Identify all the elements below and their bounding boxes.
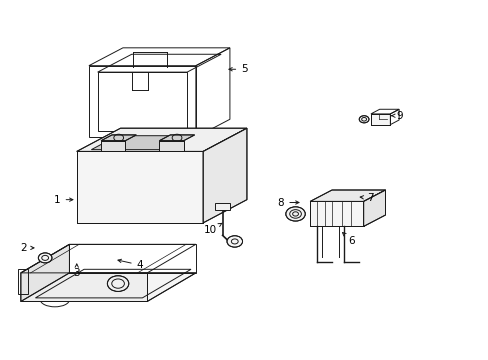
Polygon shape <box>21 273 196 301</box>
Polygon shape <box>309 202 363 226</box>
Polygon shape <box>21 244 69 301</box>
Text: 4: 4 <box>118 259 143 270</box>
Text: 10: 10 <box>203 223 222 235</box>
Circle shape <box>285 207 305 221</box>
Text: 7: 7 <box>360 193 373 203</box>
Polygon shape <box>309 190 385 202</box>
Text: 2: 2 <box>20 243 34 253</box>
Text: 6: 6 <box>342 233 354 246</box>
Text: 9: 9 <box>390 111 403 121</box>
Circle shape <box>38 253 52 263</box>
Text: 1: 1 <box>54 195 73 204</box>
Polygon shape <box>370 114 389 125</box>
Circle shape <box>107 276 128 292</box>
Text: 3: 3 <box>73 264 80 278</box>
Text: 5: 5 <box>228 64 247 74</box>
Polygon shape <box>77 128 246 152</box>
Polygon shape <box>101 135 136 141</box>
Circle shape <box>359 116 368 123</box>
Polygon shape <box>159 135 194 141</box>
Polygon shape <box>77 152 203 223</box>
Text: 8: 8 <box>277 198 298 207</box>
Polygon shape <box>215 203 229 210</box>
Polygon shape <box>91 136 185 150</box>
Polygon shape <box>101 141 125 152</box>
Polygon shape <box>203 128 246 223</box>
Circle shape <box>226 236 242 247</box>
Polygon shape <box>363 190 385 226</box>
Polygon shape <box>159 141 183 152</box>
Polygon shape <box>21 273 147 301</box>
